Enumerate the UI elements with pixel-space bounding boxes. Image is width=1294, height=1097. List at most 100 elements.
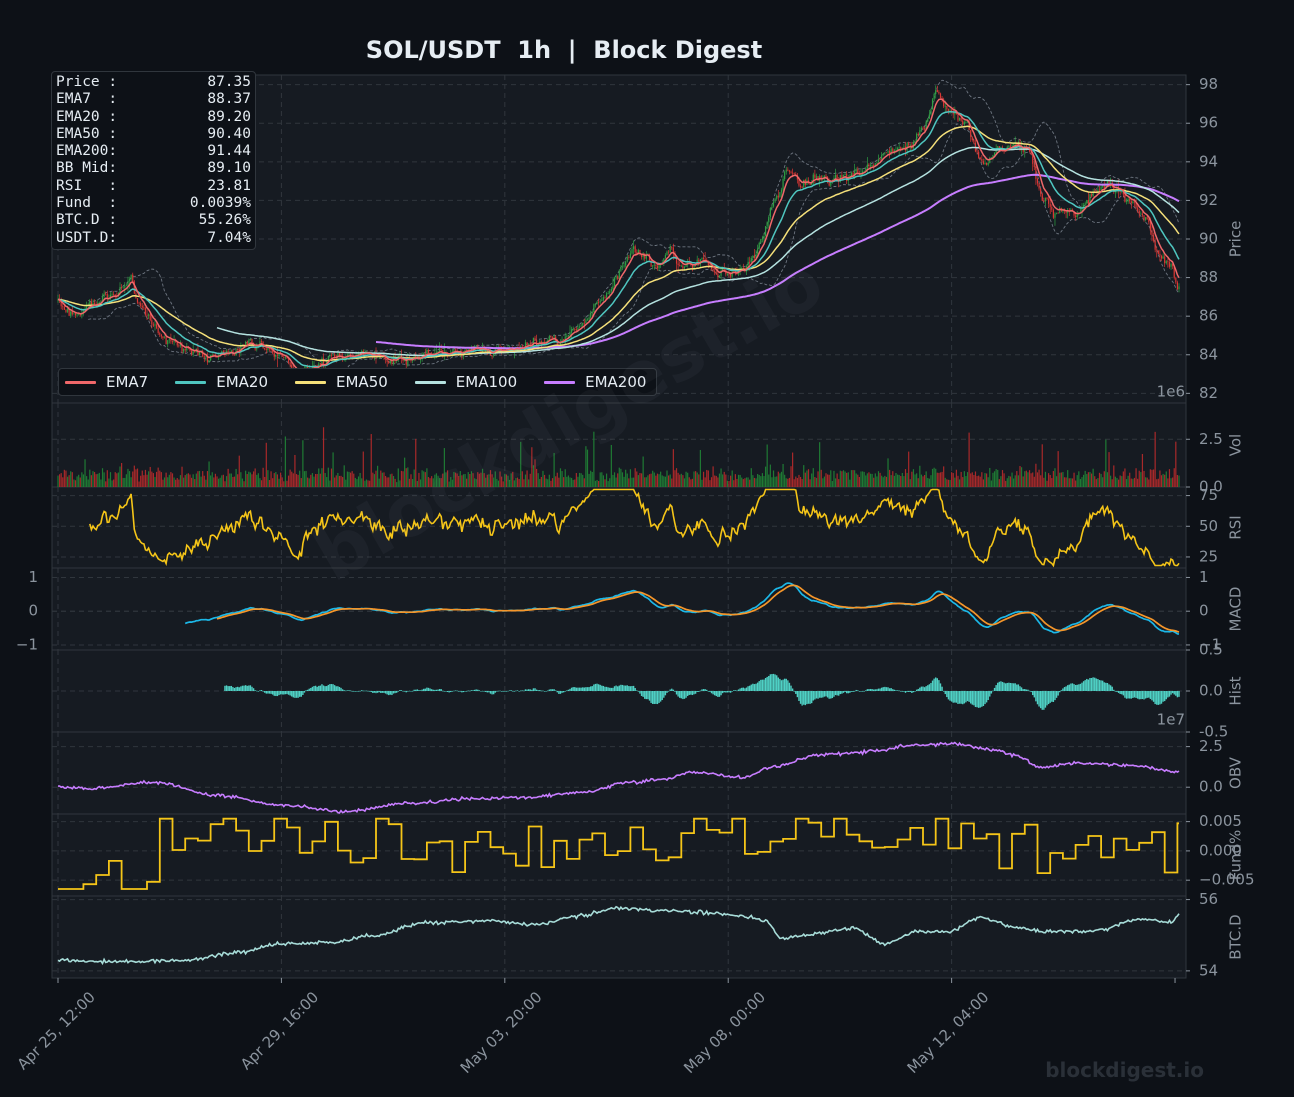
volume-bar [254,468,256,487]
candle-body [66,308,69,312]
candle-body [1089,194,1091,205]
hist-bar [589,686,592,691]
hist-bar [761,679,764,691]
volume-bar [217,478,220,487]
x-tick-label: May 08, 00:00 [680,988,769,1077]
volume-bar [348,471,350,487]
volume-bar [78,474,80,487]
volume-bar [723,471,725,487]
candle-body [272,349,274,353]
candle-body [264,348,266,350]
volume-bar [157,467,159,487]
volume-bar [502,481,504,487]
hist-bar [607,687,609,691]
volume-bar [609,478,611,487]
hist-bar [594,683,597,691]
candle-body [774,198,776,202]
candle-body [330,354,333,356]
volume-bar [869,473,872,487]
volume-bar [241,478,244,487]
candle-body [1100,186,1102,191]
candle-body [168,339,170,341]
hist-bar [741,687,743,691]
hist-bar [1101,680,1104,691]
volume-bar [462,474,465,487]
hist-bar [481,690,484,692]
candle-body [949,110,951,112]
volume-bar [876,476,878,487]
candle-body [896,147,899,150]
candle-body [526,342,528,347]
hist-bar [1116,691,1118,693]
volume-bar [777,471,779,487]
hist-bar [609,687,611,691]
candle-body [245,341,247,345]
volume-bar [448,481,450,487]
volume-bar [564,469,566,487]
candle-body [1148,219,1150,223]
hist-bar [384,691,387,694]
volume-bar [701,479,703,487]
brand-label: blockdigest.io [1045,1058,1204,1082]
volume-bar [667,475,670,487]
volume-bar [752,475,754,487]
candle-body [714,270,716,273]
volume-bar [257,473,259,487]
hist-bar [906,691,908,692]
macd-left-tick-label: −1 [16,635,38,653]
hist-bar [655,691,657,704]
volume-bar [1032,472,1034,487]
hist-bar [254,690,256,691]
chart-title: SOL/USDT 1h | Block Digest [365,36,763,64]
hist-bar [313,686,315,691]
volume-bar [518,479,520,487]
candle-body [960,117,962,121]
volume-bar [109,472,112,487]
candle-body [1167,261,1169,263]
hist-bar [766,676,768,691]
volume-bar [804,472,806,487]
volume-bar [343,465,345,487]
volume-bar [256,474,258,487]
candle-body [470,348,473,351]
volume-bar [855,473,857,487]
hist-bar [521,690,524,692]
hist-bar [645,691,648,700]
volume-bar [580,473,582,487]
hist-bar [947,691,950,700]
hist-bar [526,689,528,691]
volume-bar [162,479,164,487]
hist-bar [919,687,921,691]
candle-body [976,151,978,153]
volume-bar [720,468,722,487]
hist-bar [601,685,603,691]
volume-bar [176,478,178,487]
hist-bar [885,687,888,691]
volume-bar [1119,475,1121,487]
hist-bar [949,691,951,701]
hist-bar [896,690,899,691]
hist-bar [911,691,913,694]
volume-bar [345,479,347,487]
volume-bar [598,481,600,487]
candle-body [730,274,732,277]
hist-bar [302,691,304,695]
hist-bar [543,691,546,692]
volume-bar [639,473,641,487]
hist-bar [791,688,794,691]
hist-bar [370,691,372,693]
volume-bar [179,475,182,487]
volume-bar [998,479,1000,487]
volume-bar [577,476,579,487]
hist-bar [946,691,948,698]
candle-body [424,353,426,355]
hist-bar [279,691,282,695]
volume-bar [507,475,509,487]
hist-bar [551,689,554,691]
hist-bar [597,684,600,691]
hist-bar [1097,679,1099,691]
hist-bar [388,691,390,696]
volume-bar [222,474,224,487]
candle-body [1098,189,1101,191]
volume-bar [675,468,678,487]
